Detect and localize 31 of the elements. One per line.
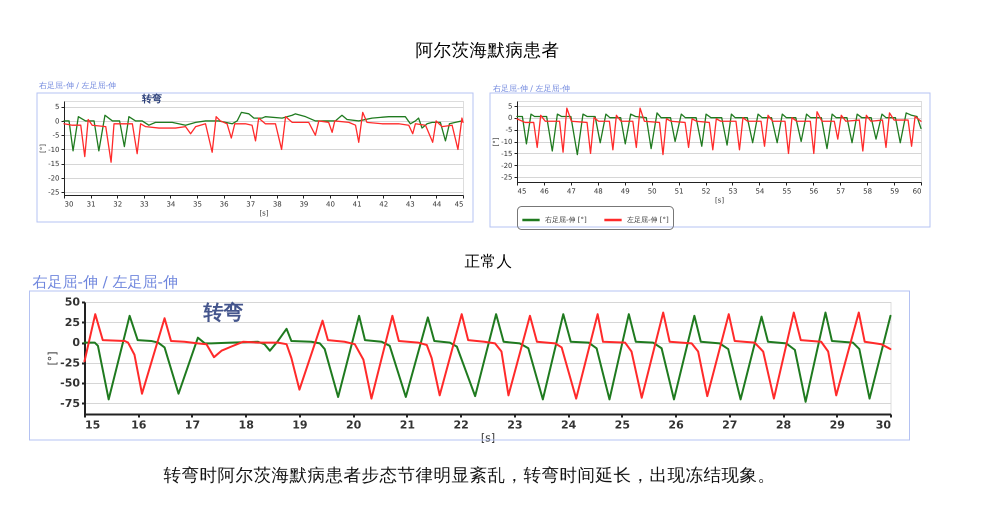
annotation: 转弯 bbox=[141, 93, 162, 105]
x-tick-label: 15 bbox=[85, 418, 100, 432]
x-tick-label: 26 bbox=[668, 418, 684, 432]
annotation: 转弯 bbox=[202, 300, 244, 324]
y-tick-label: -50 bbox=[60, 376, 80, 390]
chart-title: 正常人 bbox=[464, 252, 512, 270]
chart-subtitle: 右足屈-伸 / 左足屈-伸 bbox=[32, 273, 178, 291]
text: 转弯时阿尔茨海默病患者步态节律明显紊乱，转弯时间延长，出现冻结现象。 bbox=[164, 465, 776, 486]
y-tick-label: -75 bbox=[60, 396, 80, 410]
x-tick-label: 25 bbox=[614, 418, 630, 432]
x-tick-label: 27 bbox=[722, 418, 738, 432]
y-tick-label: 0 bbox=[72, 336, 80, 350]
x-tick-label: 22 bbox=[453, 418, 469, 432]
y-tick-label: 50 bbox=[64, 296, 80, 308]
x-tick-label: 18 bbox=[238, 418, 254, 432]
x-tick-label: 16 bbox=[131, 418, 147, 432]
line-series bbox=[63, 112, 464, 163]
y-axis-title: [°] bbox=[46, 351, 60, 366]
line-series bbox=[63, 112, 463, 152]
x-tick-label: 24 bbox=[560, 418, 577, 432]
y-tick-label: 25 bbox=[64, 316, 80, 329]
x-tick-label: 23 bbox=[507, 418, 523, 432]
x-tick-label: 19 bbox=[292, 418, 308, 432]
x-tick-label: 29 bbox=[830, 418, 845, 432]
x-tick-label: 17 bbox=[184, 418, 200, 432]
x-tick-label: 20 bbox=[346, 418, 362, 432]
x-tick-label: 30 bbox=[876, 418, 892, 432]
chart-title: 阿尔茨海默病患者 bbox=[416, 41, 560, 61]
x-tick-label: 28 bbox=[776, 418, 792, 432]
x-tick-label: 21 bbox=[400, 418, 416, 432]
y-tick-label: -25 bbox=[60, 356, 80, 370]
